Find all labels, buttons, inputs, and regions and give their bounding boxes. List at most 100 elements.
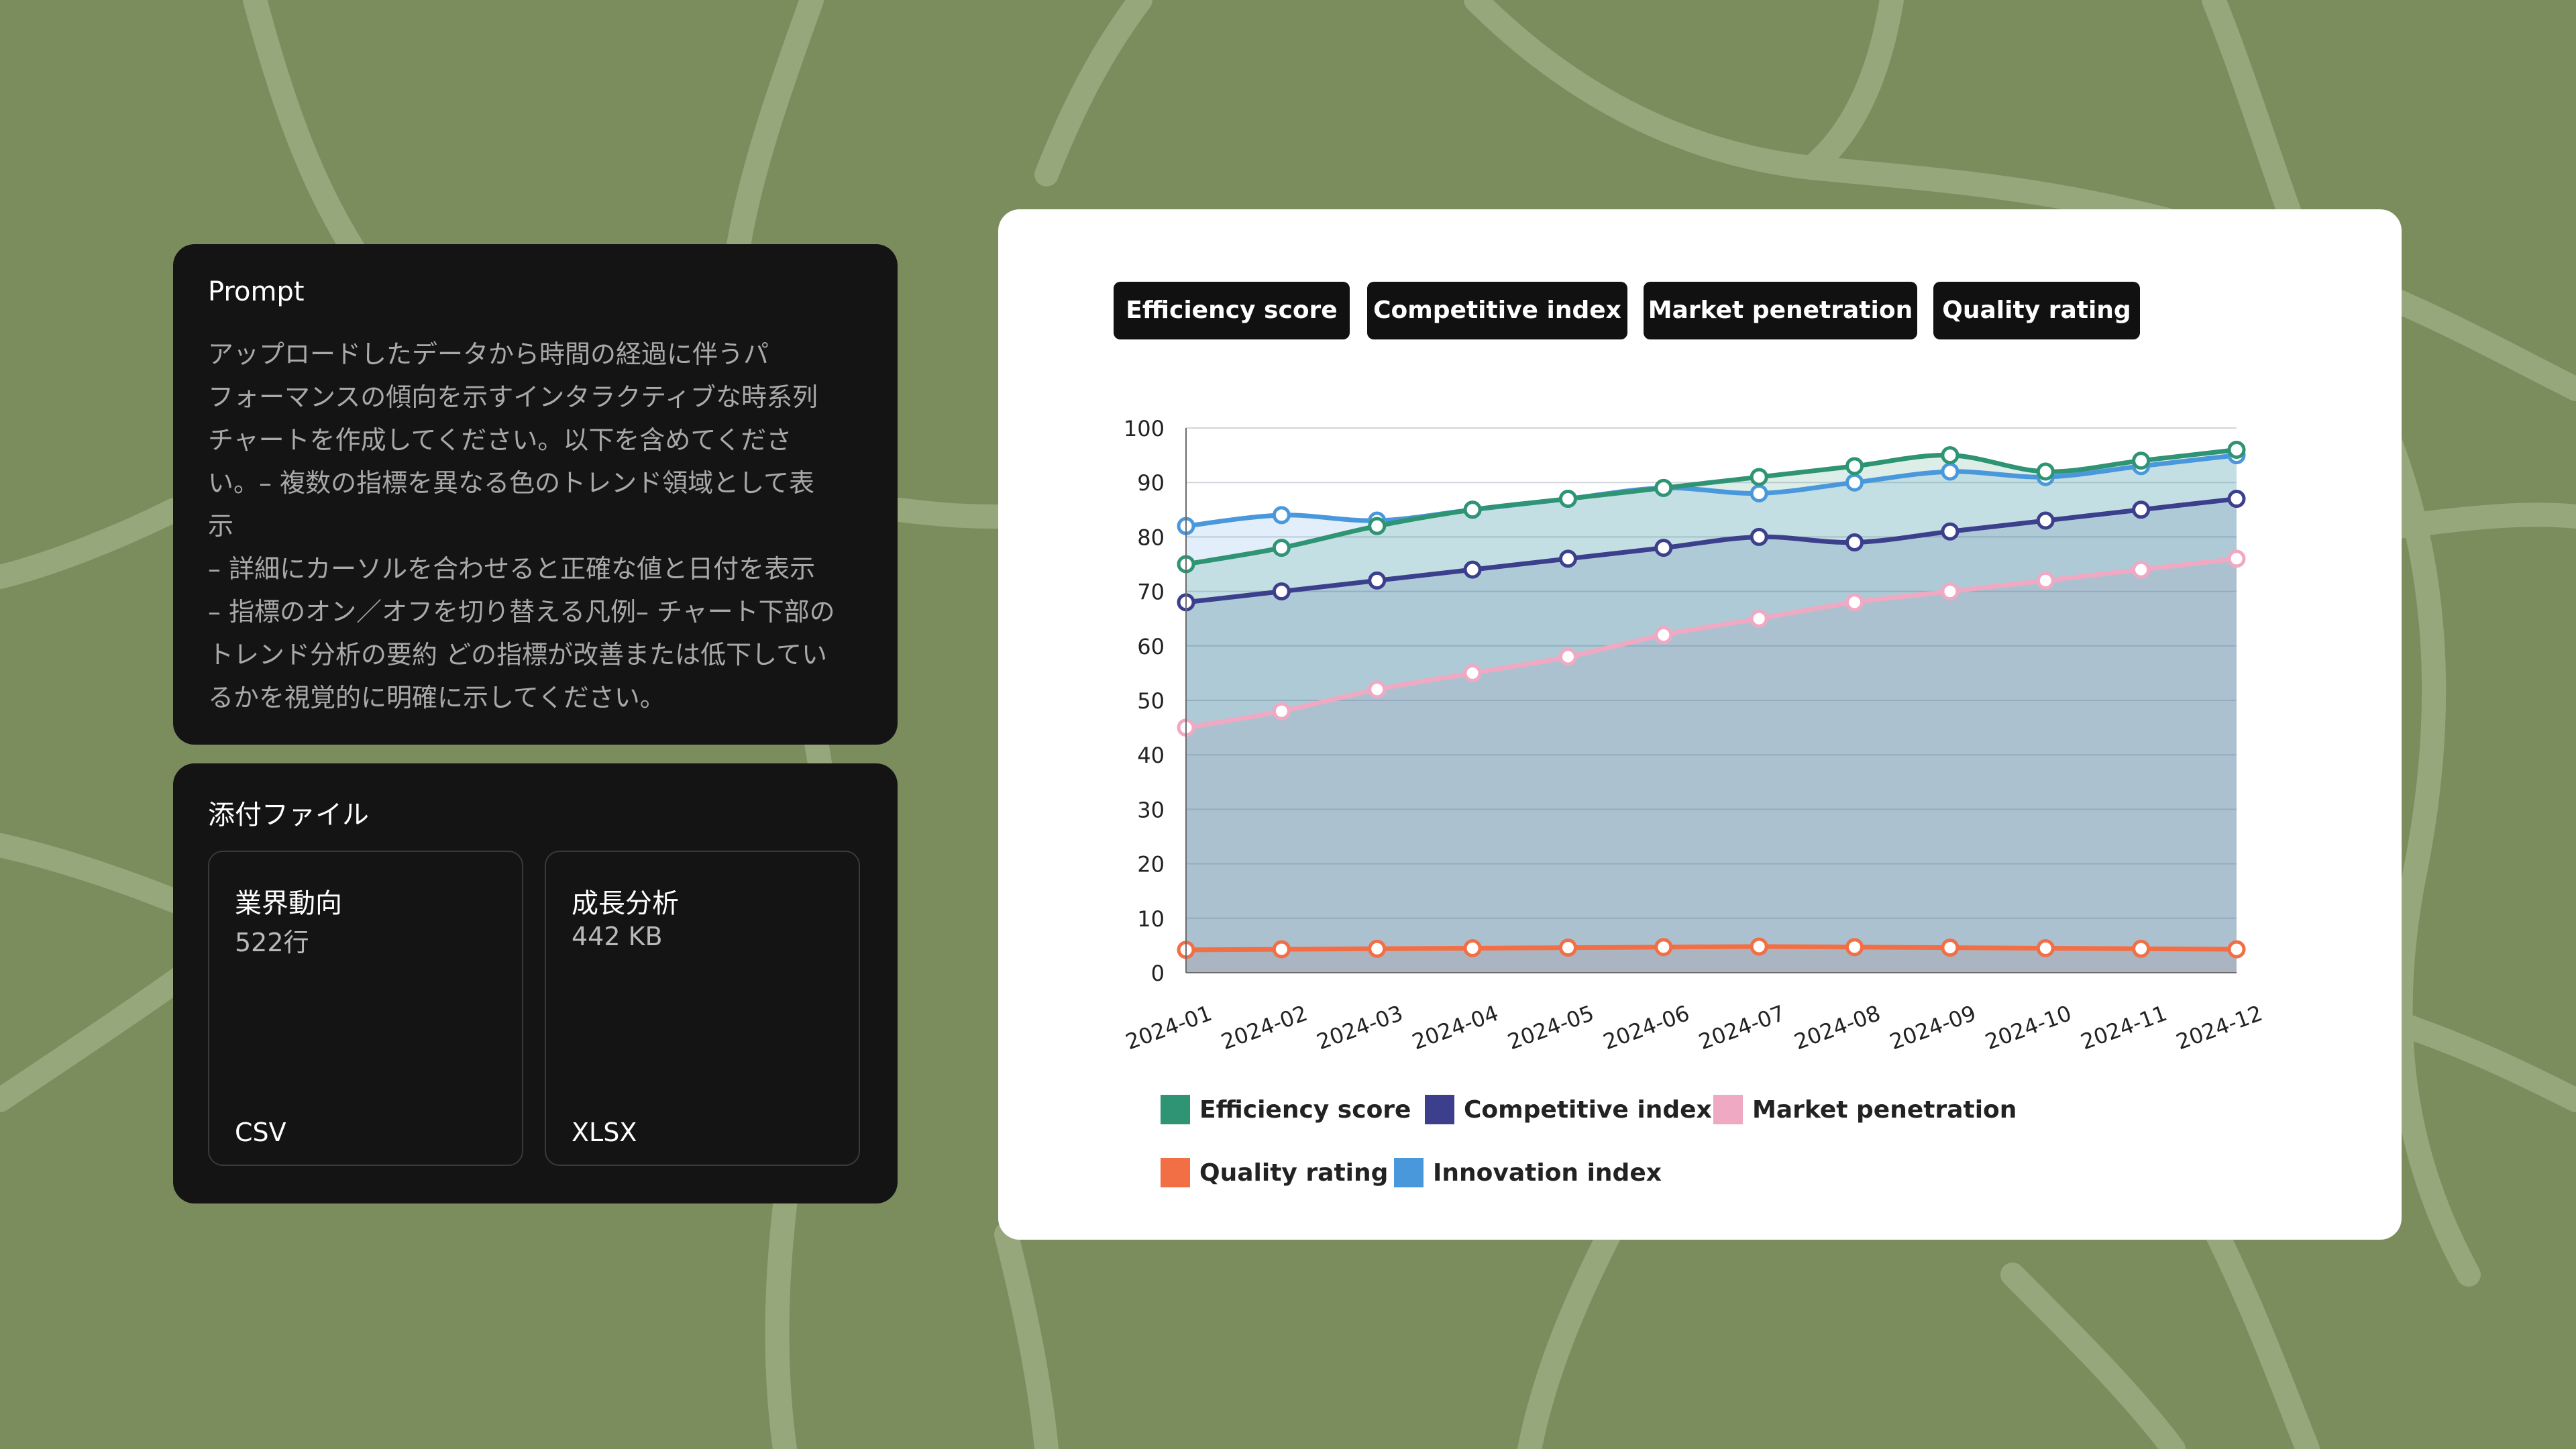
- data-point: [1368, 680, 1387, 699]
- data-points: [1177, 440, 2246, 959]
- x-tick-label: 2024-06: [1600, 1000, 1693, 1055]
- x-tick-label: 2024-10: [1982, 1000, 2075, 1055]
- data-point: [1750, 527, 1768, 546]
- data-point: [1272, 582, 1291, 601]
- line-quality-rating: [1183, 944, 2239, 953]
- y-tick-label: 90: [1137, 470, 1165, 496]
- x-tick-label: 2024-01: [1122, 1000, 1216, 1055]
- legend-label: Efficiency score: [1199, 1095, 1411, 1124]
- y-tick-label: 100: [1124, 416, 1165, 441]
- data-point: [1654, 539, 1673, 557]
- data-point: [1463, 500, 1482, 519]
- y-tick-label: 80: [1137, 525, 1165, 550]
- data-point: [1558, 938, 1577, 957]
- attachments-panel: 添付ファイル 業界動向 522行 CSV 成長分析 442 KB XLSX: [173, 763, 898, 1203]
- data-point: [1368, 939, 1387, 958]
- line-competitive-index: [1183, 496, 2239, 605]
- area-competitive-index: [1186, 498, 2237, 973]
- data-point: [2132, 560, 2151, 579]
- legend-item-innovation-index[interactable]: Innovation index: [1394, 1157, 1662, 1189]
- legend-item-market-penetration[interactable]: Market penetration: [1713, 1093, 2017, 1126]
- line-efficiency-score: [1183, 447, 2239, 567]
- data-point: [2227, 440, 2246, 459]
- data-point: [1558, 647, 1577, 666]
- data-point: [2132, 451, 2151, 470]
- data-point: [1941, 522, 1960, 541]
- legend-item-efficiency-score[interactable]: Efficiency score: [1161, 1093, 1411, 1126]
- x-tick-label: 2024-12: [2173, 1000, 2266, 1055]
- file-card[interactable]: 業界動向 522行 CSV: [208, 851, 523, 1166]
- data-point: [1654, 938, 1673, 957]
- legend-item-quality-rating[interactable]: Quality rating: [1161, 1157, 1388, 1189]
- file-name: 業界動向: [235, 888, 342, 919]
- prompt-panel: Prompt アップロードしたデータから時間の経過に伴うパ フォーマンスの傾向を…: [173, 244, 898, 745]
- y-tick-label: 70: [1137, 580, 1165, 605]
- legend-swatch: [1161, 1158, 1190, 1187]
- data-point: [1272, 702, 1291, 720]
- data-point: [1654, 478, 1673, 497]
- x-tick-label: 2024-04: [1409, 1000, 1502, 1055]
- data-point: [1654, 626, 1673, 645]
- x-tick-label: 2024-05: [1504, 1000, 1597, 1055]
- y-tick-label: 60: [1137, 634, 1165, 659]
- data-point: [1463, 938, 1482, 957]
- chip-quality-rating[interactable]: Quality rating: [1933, 282, 2140, 339]
- legend-label: Innovation index: [1433, 1159, 1662, 1187]
- data-point: [1941, 446, 1960, 465]
- legend-label: Competitive index: [1464, 1095, 1712, 1124]
- data-point: [1368, 517, 1387, 535]
- area-innovation-index: [1186, 455, 2237, 973]
- data-point: [1941, 582, 1960, 601]
- legend-swatch: [1425, 1095, 1454, 1124]
- x-tick-label: 2024-07: [1695, 1000, 1788, 1055]
- y-tick-label: 50: [1137, 688, 1165, 714]
- trend-areas: [1186, 449, 2237, 973]
- area-quality-rating: [1186, 947, 2237, 973]
- file-type: XLSX: [572, 1118, 637, 1147]
- y-tick-label: 30: [1137, 797, 1165, 822]
- file-meta: 522行: [235, 928, 309, 957]
- data-point: [1558, 490, 1577, 508]
- file-meta: 442 KB: [572, 922, 663, 951]
- data-point: [2036, 571, 2055, 590]
- y-tick-label: 40: [1137, 743, 1165, 768]
- data-point: [1845, 938, 1864, 957]
- data-point: [1845, 533, 1864, 552]
- data-point: [1272, 506, 1291, 525]
- chip-competitive-index[interactable]: Competitive index: [1367, 282, 1627, 339]
- data-point: [1750, 468, 1768, 486]
- chip-market-penetration[interactable]: Market penetration: [1644, 282, 1917, 339]
- data-point: [1750, 609, 1768, 628]
- y-tick-label: 10: [1137, 906, 1165, 932]
- data-point: [1558, 549, 1577, 568]
- y-tick-label: 20: [1137, 852, 1165, 877]
- data-point: [2227, 940, 2246, 959]
- time-series-chart: 0 10 20 30 40 50 60 70 80 90 100 2024-01 2024-02 2024…: [1122, 416, 2266, 1055]
- legend-swatch: [1161, 1095, 1190, 1124]
- chart-card: Efficiency score Competitive index Marke…: [998, 209, 2402, 1240]
- data-point: [2036, 938, 2055, 957]
- legend-label: Market penetration: [1752, 1095, 2017, 1124]
- attachments-title: 添付ファイル: [208, 800, 369, 830]
- data-point: [2036, 462, 2055, 481]
- file-card[interactable]: 成長分析 442 KB XLSX: [545, 851, 860, 1166]
- y-tick-label: 0: [1151, 961, 1165, 986]
- legend-item-competitive-index[interactable]: Competitive index: [1425, 1093, 1712, 1126]
- data-point: [1845, 457, 1864, 476]
- data-point: [1368, 571, 1387, 590]
- data-point: [1463, 663, 1482, 682]
- trend-lines: [1183, 447, 2239, 953]
- chip-efficiency-score[interactable]: Efficiency score: [1114, 282, 1350, 339]
- data-point: [1463, 560, 1482, 579]
- data-point: [2036, 511, 2055, 530]
- data-point: [1750, 937, 1768, 956]
- file-type: CSV: [235, 1118, 286, 1147]
- data-point: [1750, 484, 1768, 502]
- x-tick-label: 2024-02: [1218, 1000, 1311, 1055]
- data-point: [2227, 490, 2246, 508]
- data-point: [2227, 549, 2246, 568]
- prompt-title: Prompt: [208, 276, 305, 307]
- file-name: 成長分析: [572, 888, 679, 919]
- area-market-penetration: [1186, 558, 2237, 973]
